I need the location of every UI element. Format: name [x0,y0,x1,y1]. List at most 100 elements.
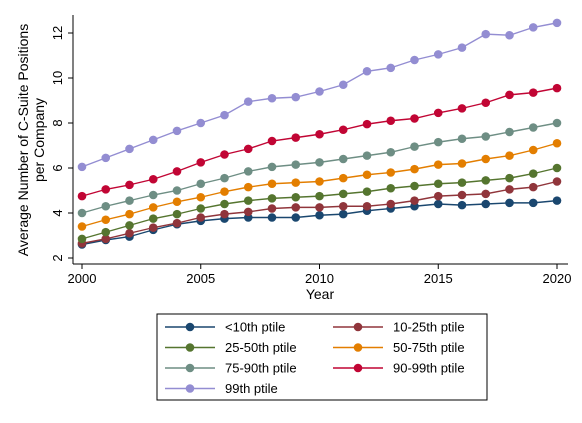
data-point [362,151,372,160]
data-point [148,214,158,223]
data-point [386,168,396,177]
data-point [267,179,277,189]
data-point [457,190,467,200]
y-tick-label: 2 [50,254,65,261]
data-point [291,192,301,202]
data-point [433,137,443,147]
data-point [220,173,229,183]
data-point [457,104,467,113]
data-point [338,154,348,164]
data-point [125,144,134,154]
series-3 [77,138,562,231]
series-4 [77,118,562,218]
data-point [528,169,538,178]
data-point [220,150,229,159]
legend-swatch-marker [185,384,195,393]
data-point [77,234,87,244]
data-point [315,87,324,96]
legend-item: 50-75th ptile [333,340,465,355]
data-point [315,129,324,139]
legend-label: 10-25th ptile [393,320,465,335]
data-point [101,185,111,194]
data-point [386,63,396,73]
data-point [243,182,253,192]
data-point [267,204,277,213]
legend-label: 25-50th ptile [225,340,297,355]
data-point [125,221,134,230]
legend-item: 25-50th ptile [165,340,297,355]
data-point [243,207,253,217]
data-point [505,198,514,208]
data-point [172,186,182,195]
data-point [125,180,134,190]
data-point [528,123,538,132]
data-point [243,144,253,154]
legend-swatch-marker [185,343,195,352]
data-point [243,97,253,106]
data-point [148,174,158,184]
data-point [410,114,419,123]
data-point [338,80,348,90]
data-point [77,191,87,201]
data-point [267,136,277,146]
x-tick-label: 2015 [424,271,453,286]
data-point [315,177,324,186]
data-point [267,213,277,222]
series-1 [77,177,562,248]
data-point [220,187,229,196]
data-point [77,162,87,172]
x-axis-ticks: 2000 2005 2010 2015 2020 [68,264,572,286]
legend-swatch-marker [353,343,363,352]
data-point [148,190,158,200]
y-tick-label: 10 [50,71,65,85]
x-tick-label: 2020 [543,271,572,286]
y-axis-ticks: 2 4 6 8 10 12 [50,26,73,262]
data-point [362,170,372,180]
data-point [457,159,467,168]
data-point [410,142,419,151]
data-point [528,23,538,32]
data-point [552,138,562,148]
data-point [291,160,301,169]
data-point [481,176,491,185]
data-point [481,199,491,209]
data-point [125,228,134,238]
data-point [148,135,158,145]
legend-swatch-marker [353,363,363,373]
data-point [457,178,467,187]
data-point [386,199,396,209]
data-point [410,181,419,191]
data-point [196,204,206,213]
data-point [243,196,253,205]
data-point [505,151,514,160]
data-point [386,183,396,193]
data-point [220,110,229,120]
data-point [267,162,277,172]
y-tick-label: 6 [50,164,65,171]
data-point [481,154,491,164]
data-point [101,227,111,237]
y-tick-label: 4 [50,209,65,216]
data-point [101,215,111,225]
data-point [505,30,514,40]
data-point [386,116,396,126]
data-point [528,88,538,97]
data-point [291,178,301,187]
data-point [125,196,134,205]
data-point [220,209,229,219]
data-point [410,196,419,205]
data-point [410,55,419,65]
data-point [148,223,158,232]
series-6 [77,18,562,172]
data-point [362,66,372,76]
x-tick-label: 2005 [186,271,215,286]
legend-swatch-marker [185,363,195,373]
data-point [552,118,562,128]
data-point [481,132,491,141]
data-point [362,201,372,211]
data-point [125,209,134,219]
data-point [433,179,443,189]
data-point [433,50,443,59]
data-point [172,167,182,176]
